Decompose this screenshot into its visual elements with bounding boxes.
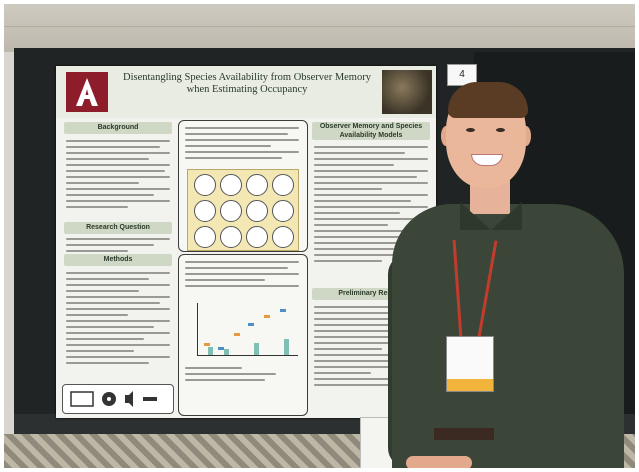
- booth-number-tag: 4: [447, 64, 477, 86]
- person-hair: [448, 82, 528, 118]
- section-methods: Methods: [64, 254, 172, 266]
- memory-models-text: [314, 146, 428, 266]
- bird-photo: [382, 70, 432, 114]
- methods-text: [66, 272, 170, 368]
- figure-panel-bottom: [178, 254, 308, 416]
- section-memory-models: Observer Memory and Species Availability…: [312, 122, 430, 140]
- survey-diagram: [187, 169, 299, 251]
- research-question-text: [66, 238, 170, 256]
- person-belt: [434, 428, 494, 440]
- photo: 4 Disentangling Species Availability fro…: [4, 4, 635, 468]
- ceiling: [4, 4, 635, 52]
- person-shirt: [392, 204, 624, 468]
- person-eye: [496, 128, 505, 132]
- preliminary-results-text: [314, 306, 428, 390]
- media-icons: [62, 384, 174, 414]
- university-logo-icon: [66, 72, 108, 112]
- person-ear: [521, 126, 531, 146]
- research-poster: Disentangling Species Availability from …: [56, 66, 436, 418]
- person-eye: [466, 128, 475, 132]
- poster-header: Disentangling Species Availability from …: [56, 66, 436, 118]
- figure-panel-top: [178, 120, 308, 252]
- name-badge: [446, 336, 494, 392]
- background-text: [66, 140, 170, 212]
- section-research-question: Research Question: [64, 222, 172, 234]
- section-background: Background: [64, 122, 172, 134]
- scatter-chart: [197, 303, 298, 356]
- poster-title: Disentangling Species Availability from …: [123, 72, 371, 95]
- person-hand: [406, 456, 472, 468]
